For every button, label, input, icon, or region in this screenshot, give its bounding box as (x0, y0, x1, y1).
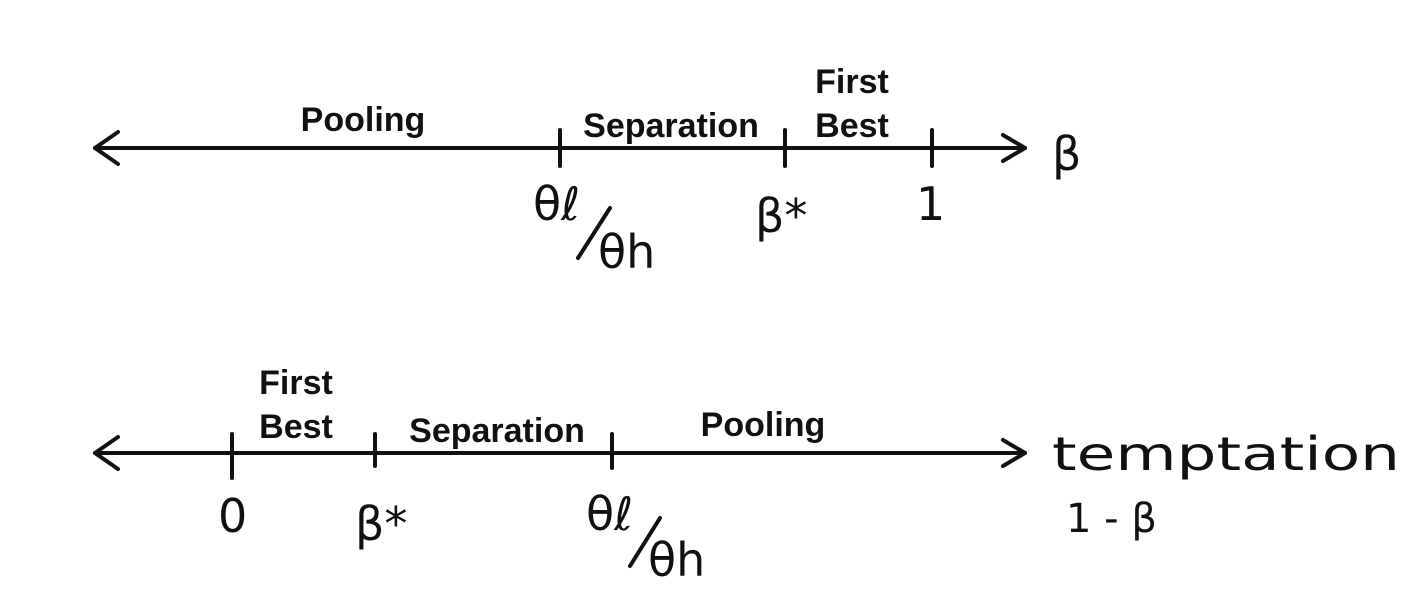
top-fraction-slash (576, 206, 612, 260)
top-axis-right-arrowhead (1001, 133, 1027, 163)
bottom-region-pooling-label: Pooling (701, 406, 826, 444)
bottom-region-separation-label: Separation (409, 412, 585, 450)
top-beta-star-label: β* (755, 189, 807, 243)
top-theta-h-label: θh (598, 225, 655, 279)
top-region-separation-label: Separation (583, 107, 759, 145)
top-number-line: Pooling Separation First Best θℓ θh β* 1… (93, 63, 1081, 279)
top-axis-left-arrowhead (93, 130, 120, 166)
bottom-axis-one-minus-beta-label: 1 - β (1066, 496, 1157, 542)
bottom-region-first-best-label-line2: Best (259, 408, 333, 446)
bottom-region-first-best-label-line1: First (259, 364, 333, 402)
bottom-beta-star-label: β* (355, 497, 407, 551)
bottom-theta-l-label: θℓ (586, 487, 633, 541)
top-tick-label-theta-ratio: θℓ θh (533, 177, 655, 279)
top-one-label: 1 (916, 177, 945, 231)
top-region-pooling-label: Pooling (301, 101, 426, 139)
bottom-axis-left-arrowhead (93, 435, 120, 471)
top-theta-l-label: θℓ (533, 177, 580, 231)
bottom-zero-label: 0 (218, 489, 247, 543)
bottom-theta-h-label: θh (648, 533, 705, 587)
top-region-first-best-label-line1: First (815, 63, 889, 101)
bottom-tick-label-theta-ratio: θℓ θh (586, 487, 705, 587)
bottom-axis-right-arrowhead (1001, 438, 1027, 468)
top-region-first-best-label-line2: Best (815, 107, 889, 145)
bottom-axis-temptation-label: temptation (1052, 427, 1400, 481)
bottom-number-line: First Best Separation Pooling 0 β* θℓ θh… (93, 364, 1400, 587)
bottom-fraction-slash (628, 516, 662, 568)
top-axis-beta-label: β (1052, 127, 1081, 181)
